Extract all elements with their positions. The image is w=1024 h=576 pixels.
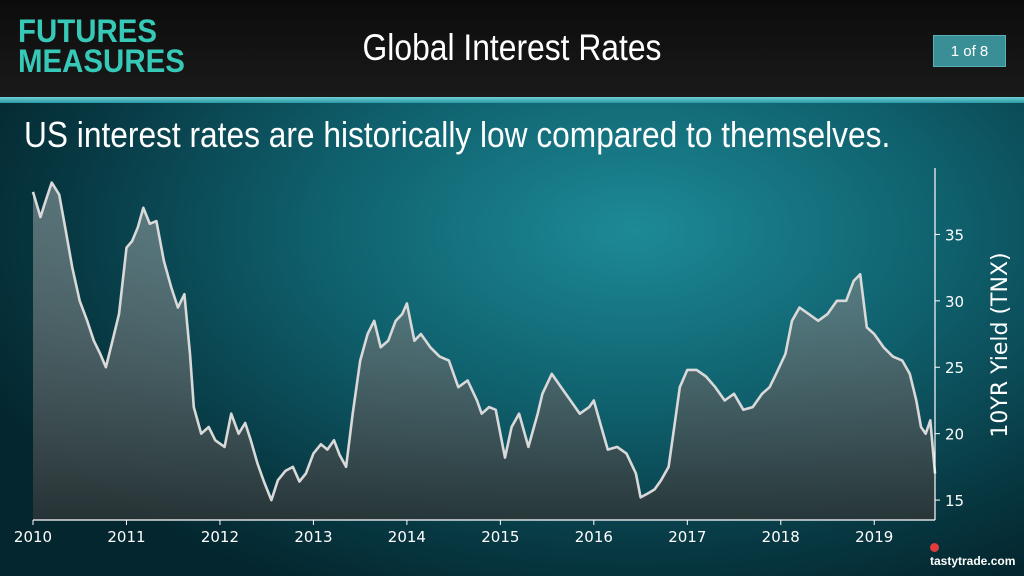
x-tick-label: 2019 [855,528,893,546]
slide-title: Global Interest Rates [362,27,662,68]
cherry-icon [930,543,939,553]
header-divider [0,97,1024,103]
tastytrade-brand: tastytrade.com [930,540,1024,568]
y-tick-label: 25 [945,359,964,377]
y-tick-label: 20 [945,426,964,444]
futures-measures-logo: FUTURES MEASURES [18,13,185,79]
y-tick-label: 35 [945,226,964,244]
x-tick-label: 2015 [481,528,519,546]
x-tick-label: 2018 [762,528,800,546]
series-line-0 [31,181,937,502]
x-tick-label: 2013 [294,528,332,546]
y-tick-label: 30 [945,293,964,311]
x-tick-label: 2012 [201,528,239,546]
page-indicator-badge: 1 of 8 [933,35,1006,67]
x-tick-label: 2014 [388,528,426,546]
brand-text: tastytrade.com [930,554,1016,568]
y-tick-label: 15 [945,492,964,510]
logo-line-2: MEASURES [18,43,185,79]
x-tick-label: 2017 [668,528,706,546]
x-tick-label: 2016 [575,528,613,546]
logo-line-1: FUTURES [18,13,158,49]
y-axis-label: 10YR Yield (TNX) [988,252,1013,437]
x-tick-label: 2011 [107,528,145,546]
slide-subtitle: US interest rates are historically low c… [24,114,891,155]
series-area-0 [33,182,935,520]
x-tick-label: 2010 [14,528,52,546]
header-bar [0,0,1024,97]
